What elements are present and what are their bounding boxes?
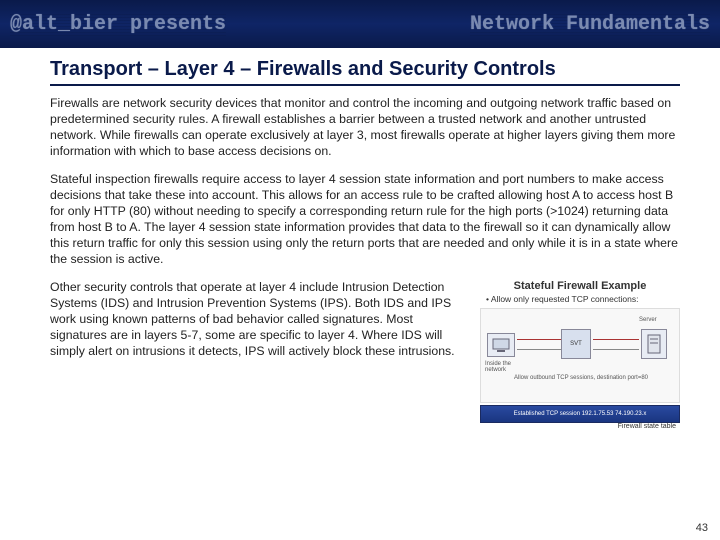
server-label: Server xyxy=(639,317,657,323)
page-number: 43 xyxy=(696,522,708,534)
client-node xyxy=(487,333,515,357)
stateful-firewall-diagram: Stateful Firewall Example • Allow only r… xyxy=(480,280,680,430)
header-bar: @alt_bier presents Network Fundamentals xyxy=(0,0,720,48)
state-table-label: Firewall state table xyxy=(480,423,680,430)
paragraph-3: Other security controls that operate at … xyxy=(50,280,468,430)
header-left-text: @alt_bier presents xyxy=(10,13,226,36)
paragraph-2: Stateful inspection firewalls require ac… xyxy=(50,172,680,268)
server-icon xyxy=(645,333,663,355)
arrow-back2 xyxy=(593,349,639,350)
server-node xyxy=(641,329,667,359)
flow-out-label: Allow outbound TCP sessions, destination… xyxy=(501,375,661,382)
bottom-row: Other security controls that operate at … xyxy=(50,280,680,430)
diagram-body: Inside the network SVT Server Allow outb… xyxy=(480,308,680,403)
header-right-text: Network Fundamentals xyxy=(470,13,710,36)
state-table: Established TCP session 192.1.75.53 74.1… xyxy=(480,405,680,423)
diagram-bullet: • Allow only requested TCP connections: xyxy=(480,294,680,304)
slide-content: Transport – Layer 4 – Firewalls and Secu… xyxy=(0,48,720,430)
arrow-out2 xyxy=(593,339,639,340)
firewall-node: SVT xyxy=(561,329,591,359)
paragraph-1: Firewalls are network security devices t… xyxy=(50,96,680,160)
diagram-title: Stateful Firewall Example xyxy=(480,280,680,292)
client-label: Inside the network xyxy=(485,361,521,373)
arrow-out xyxy=(517,339,561,340)
slide-title: Transport – Layer 4 – Firewalls and Secu… xyxy=(50,58,680,86)
computer-icon xyxy=(491,337,511,353)
arrow-back xyxy=(517,349,561,350)
